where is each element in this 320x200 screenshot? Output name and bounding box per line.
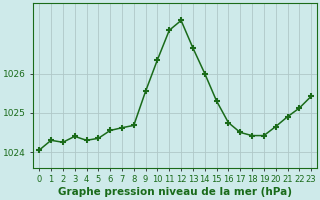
X-axis label: Graphe pression niveau de la mer (hPa): Graphe pression niveau de la mer (hPa) bbox=[58, 187, 292, 197]
